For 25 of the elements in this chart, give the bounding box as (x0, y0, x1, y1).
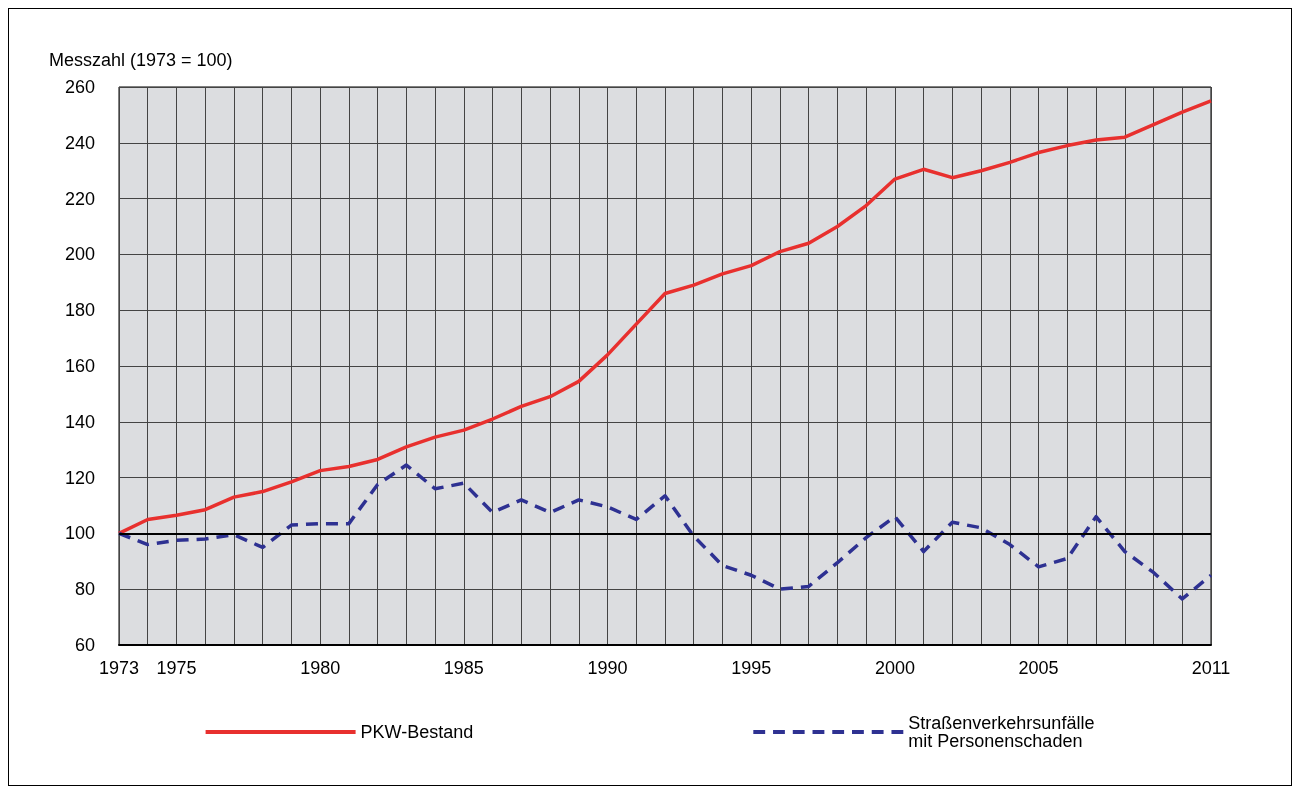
y-tick-label: 260 (64, 77, 95, 97)
x-tick-label: 2000 (874, 658, 915, 678)
x-tick-label: 2005 (1018, 658, 1059, 678)
x-tick-label: 1975 (156, 658, 197, 678)
x-tick-label: 1980 (300, 658, 341, 678)
y-tick-label: 80 (74, 579, 95, 600)
y-tick-label: 140 (64, 411, 95, 432)
x-tick-label: 1995 (731, 658, 772, 678)
x-tick-label: 1990 (587, 658, 628, 678)
y-tick-label: 220 (64, 188, 95, 209)
x-tick-label: 1973 (98, 658, 140, 678)
y-tick-label: 120 (64, 467, 95, 488)
y-axis-title: Messzahl (1973 = 100) (49, 50, 233, 70)
y-tick-label: 240 (64, 132, 95, 153)
y-tick-label: 60 (74, 635, 95, 655)
y-tick-label: 180 (64, 300, 95, 321)
y-tick-label: 160 (64, 356, 95, 376)
x-tick-label: 1985 (443, 658, 484, 678)
x-tick-label: 2011 (1191, 658, 1231, 678)
line-series (117, 463, 1213, 601)
y-tick-label: 200 (64, 244, 95, 265)
y-tick-label: 100 (64, 523, 95, 544)
legend-label: PKW-Bestand (360, 722, 474, 742)
legend-label: Straßenverkehrsunfälle mit Personenschaden (908, 713, 1095, 751)
line-series (117, 99, 1213, 536)
